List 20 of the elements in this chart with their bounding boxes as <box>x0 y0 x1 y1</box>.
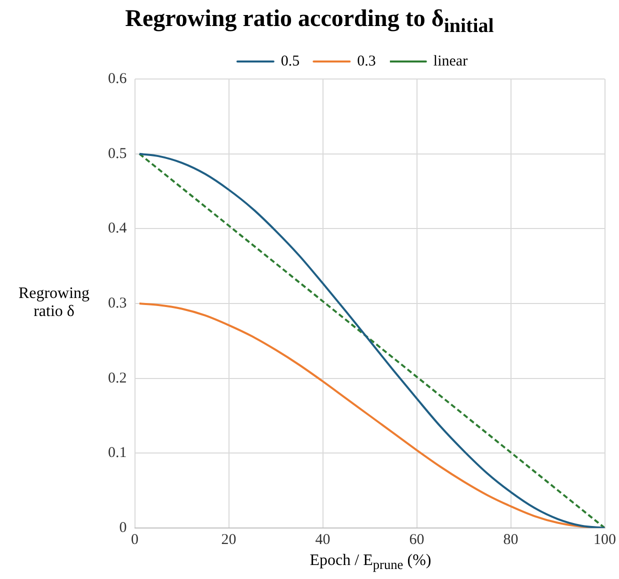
y-axis-title: Regrowing ratio δ <box>17 285 91 321</box>
y-tick-label: 0.2 <box>108 370 127 386</box>
y-tick-label: 0.4 <box>108 220 128 237</box>
x-tick-label: 60 <box>409 532 424 548</box>
legend-label: linear <box>433 53 468 70</box>
x-tick-label: 100 <box>594 532 616 548</box>
legend-label: 0.3 <box>357 53 376 70</box>
chart-title: Regrowing ratio according to δ$_{initial}$ <box>124 6 495 38</box>
y-tick-label: 0.6 <box>108 70 128 87</box>
x-tick-label: 40 <box>315 532 330 548</box>
x-tick-label: 20 <box>221 532 236 548</box>
y-tick-label: 0.1 <box>108 445 127 462</box>
x-axis-title: Epoch / E$_{prune}$ (%) <box>308 552 432 574</box>
y-tick-label: 0 <box>119 520 127 536</box>
x-tick-label: 0 <box>131 532 138 548</box>
line-series <box>138 152 605 528</box>
y-tick-label: 0.3 <box>108 295 127 312</box>
y-tick-label: 0.5 <box>108 146 127 162</box>
legend-label: 0.5 <box>280 53 300 70</box>
x-tick-label: 80 <box>503 532 518 548</box>
